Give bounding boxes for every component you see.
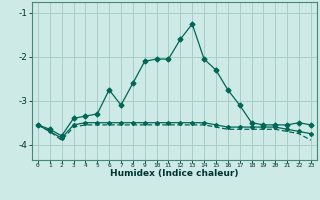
X-axis label: Humidex (Indice chaleur): Humidex (Indice chaleur)	[110, 169, 239, 178]
